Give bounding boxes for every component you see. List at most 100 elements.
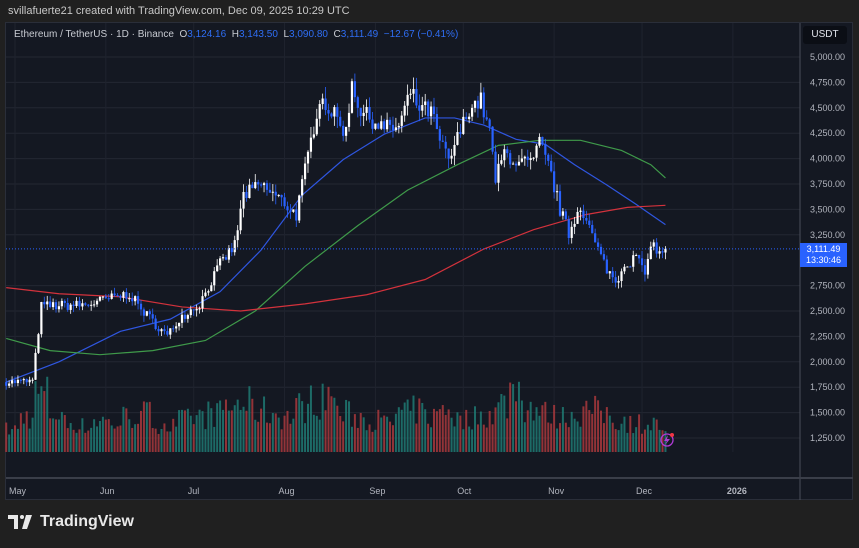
high-label: H [231, 29, 239, 40]
volume-bar [280, 429, 283, 452]
volume-bar [576, 421, 579, 452]
volume-bar [55, 419, 58, 452]
candle-body [512, 163, 515, 165]
candle-body [555, 191, 559, 193]
volume-bar [104, 419, 107, 452]
candle-body [75, 300, 78, 306]
candle-body [28, 379, 31, 383]
volume-bar [230, 410, 233, 452]
candle-body [321, 98, 324, 105]
candle-body [620, 271, 623, 282]
last-price-value: 3,111.49 [806, 244, 841, 254]
volume-bar [87, 430, 90, 452]
volume-bar [649, 430, 652, 452]
candle-body [441, 140, 444, 142]
volume-bar [380, 417, 383, 452]
volume-bar [629, 415, 632, 452]
candle-body [491, 126, 494, 152]
candle-body [640, 258, 644, 266]
candle-body [327, 109, 330, 114]
volume-bar [309, 385, 312, 452]
volume-bar [60, 411, 63, 452]
candle-body [198, 308, 201, 310]
volume-bar [49, 418, 52, 452]
candle-body [350, 81, 354, 113]
candle-body [347, 112, 351, 127]
volume-bar [556, 428, 559, 452]
volume-bar [611, 422, 614, 452]
volume-bar [8, 434, 11, 452]
candle-body [116, 295, 119, 297]
volume-bar [491, 424, 494, 452]
volume-bar [479, 411, 482, 452]
currency-button[interactable]: USDT [803, 26, 847, 44]
volume-bar [374, 429, 377, 452]
candle-body [415, 89, 418, 106]
volume-bar [119, 425, 122, 452]
volume-bar [503, 395, 506, 452]
candle-body [438, 129, 441, 141]
volume-bar [195, 415, 198, 452]
volume-bar [142, 401, 145, 452]
candle-body [561, 211, 565, 216]
volume-bar [643, 429, 646, 452]
candle-body [553, 171, 556, 193]
y-tick-label: 1,750.00 [810, 382, 845, 392]
volume-bar [318, 419, 321, 452]
volume-bar [254, 419, 257, 452]
volume-bar [515, 401, 518, 452]
volume-bar [96, 426, 99, 452]
candle-body [558, 191, 562, 216]
volume-bar [585, 400, 588, 452]
volume-bar [207, 401, 210, 452]
volume-bar [330, 396, 333, 452]
volume-bar [424, 409, 427, 452]
candle-body [134, 296, 137, 302]
candle-body [312, 134, 315, 138]
candle-body [239, 208, 242, 231]
candle-body [309, 137, 313, 152]
volume-bar [107, 419, 110, 452]
high-value: 3,143.50 [238, 29, 278, 40]
volume-bar [333, 397, 336, 452]
volume-bar [265, 422, 268, 452]
tradingview-logo[interactable]: TradingView [8, 513, 134, 531]
candle-body [286, 206, 289, 211]
volume-bar [245, 410, 248, 452]
candle-body [664, 248, 667, 253]
candle-body [251, 184, 254, 189]
candle-body [43, 302, 46, 305]
volume-bar [453, 426, 456, 452]
candle-body [643, 265, 647, 275]
candle-body [98, 296, 102, 301]
volume-bar [485, 427, 488, 452]
volume-bar [183, 410, 186, 452]
volume-bar [283, 415, 286, 452]
candle-body [388, 119, 392, 125]
candle-body [131, 298, 134, 302]
volume-bar [286, 410, 289, 452]
y-tick-label: 1,500.00 [810, 408, 845, 418]
volume-bar [430, 427, 433, 452]
volume-bar [66, 428, 69, 452]
volume-bar [236, 399, 239, 452]
candle-body [160, 329, 163, 332]
volume-bar [553, 404, 556, 452]
candle-body [66, 302, 69, 310]
candle-body [298, 195, 301, 221]
volume-bar [257, 421, 260, 452]
volume-bar [371, 431, 374, 452]
volume-bar [315, 415, 318, 452]
candle-body [362, 112, 365, 117]
volume-bar [450, 417, 453, 452]
candle-body [336, 107, 339, 117]
volume-bar [523, 422, 526, 452]
volume-bar [14, 425, 16, 452]
candle-body [95, 300, 99, 305]
candle-body [585, 218, 588, 221]
y-tick-label: 3,250.00 [810, 230, 845, 240]
volume-bar [632, 433, 635, 452]
candle-body [128, 298, 131, 300]
volume-bar [128, 419, 131, 452]
